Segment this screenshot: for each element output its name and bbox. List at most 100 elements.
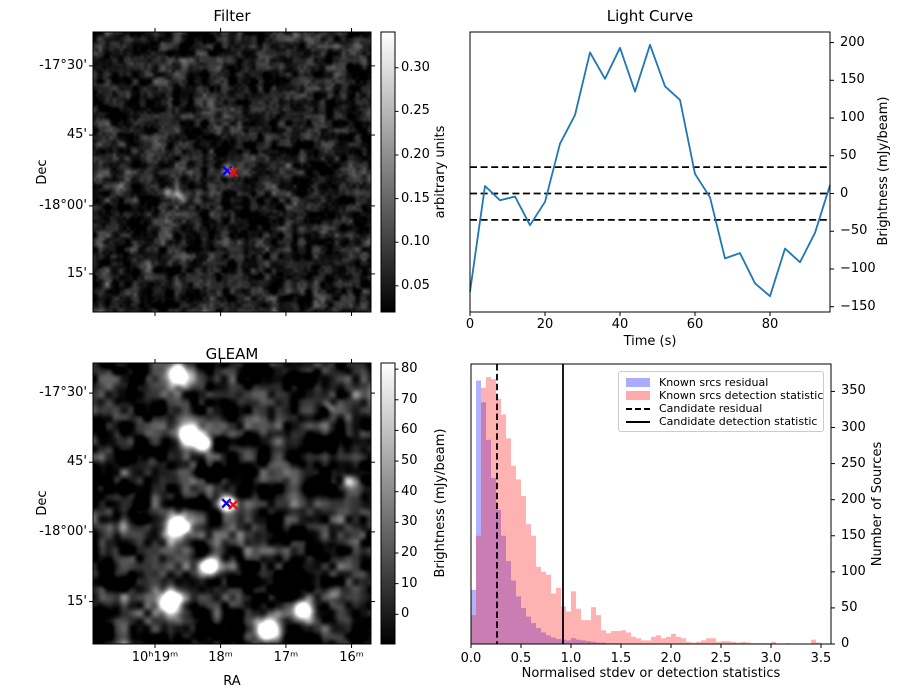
hist-series-0 bbox=[471, 380, 621, 644]
hist-bar bbox=[511, 580, 516, 644]
colorbar-tick-label: 0.05 bbox=[401, 277, 430, 293]
hist-bar bbox=[526, 616, 531, 644]
hist-bar bbox=[701, 640, 706, 644]
hist-bar bbox=[471, 589, 476, 644]
ra-tick-label: 16ᵐ bbox=[339, 650, 364, 665]
colorbar-tick-label: 20 bbox=[401, 544, 418, 560]
legend-label: Known srcs residual bbox=[659, 376, 769, 389]
hist-bar bbox=[621, 630, 626, 644]
hist-bar bbox=[531, 623, 536, 644]
hist-bar bbox=[696, 641, 701, 644]
legend-entry-candidate-residual: Candidate residual bbox=[626, 402, 816, 415]
hist-bar bbox=[596, 615, 601, 644]
hist-bar bbox=[481, 402, 486, 644]
dec-tick-label: 15' bbox=[66, 593, 87, 609]
hist-bar bbox=[581, 620, 586, 644]
hist-bar bbox=[601, 630, 606, 644]
hist-bar bbox=[586, 641, 591, 644]
colorbar-tick-label: 0.25 bbox=[401, 103, 430, 119]
legend-label: Candidate detection statistic bbox=[659, 415, 818, 428]
hist-y-tick-label: 250 bbox=[841, 455, 866, 471]
gleam-title: GLEAM bbox=[205, 345, 259, 363]
hist-bar bbox=[716, 641, 721, 644]
hist-bar bbox=[596, 642, 601, 644]
hist-bar bbox=[491, 478, 496, 644]
hist-bar bbox=[676, 636, 681, 644]
hist-x-tick-label: 2.0 bbox=[660, 651, 682, 666]
hist-bar bbox=[491, 379, 496, 644]
hist-bar bbox=[691, 642, 696, 644]
hist-bar bbox=[736, 642, 741, 644]
hist-bar bbox=[506, 438, 511, 644]
lc-y-tick-label: −150 bbox=[840, 298, 876, 314]
hist-y-tick-label: 300 bbox=[841, 419, 866, 435]
colorbar-tick-label: 50 bbox=[401, 453, 418, 469]
hist-bar bbox=[661, 638, 666, 644]
hist-bar bbox=[556, 638, 561, 644]
hist-bar bbox=[501, 414, 506, 644]
hist-bar bbox=[566, 640, 571, 644]
hist-bar bbox=[686, 641, 691, 644]
legend-entry-known-detection: Known srcs detection statistic bbox=[626, 389, 823, 402]
legend: Known srcs residual Known srcs detection… bbox=[618, 371, 824, 432]
hist-bar bbox=[706, 638, 711, 644]
hist-bar bbox=[636, 638, 641, 644]
hist-bar bbox=[671, 633, 676, 644]
hist-bar bbox=[471, 615, 476, 644]
hist-bar bbox=[536, 628, 541, 644]
light-curve-title: Light Curve bbox=[606, 7, 694, 25]
hist-bar bbox=[711, 638, 716, 644]
hist-bar bbox=[576, 639, 581, 644]
hist-bar bbox=[556, 587, 561, 644]
lc-x-tick-label: 80 bbox=[761, 317, 779, 332]
hist-y-tick-label: 50 bbox=[841, 599, 858, 615]
colorbar-tick-label: 80 bbox=[401, 361, 418, 377]
hist-bar bbox=[526, 524, 531, 644]
hist-bar bbox=[516, 479, 521, 644]
colorbar-tick-label: 30 bbox=[401, 514, 418, 530]
hist-bar bbox=[521, 496, 526, 644]
legend-label: Candidate residual bbox=[659, 402, 763, 415]
dec-tick-label: -17°30' bbox=[39, 57, 87, 73]
hist-bar bbox=[486, 439, 491, 644]
hist-bar bbox=[476, 535, 481, 644]
legend-dashed-line-sample bbox=[626, 407, 650, 410]
hist-x-tick-label: 3.0 bbox=[760, 651, 782, 666]
red-x-marker bbox=[228, 499, 239, 510]
legend-swatch-blue bbox=[626, 378, 650, 387]
filter-colorbar bbox=[381, 32, 395, 312]
dec-tick-label: -17°30' bbox=[39, 385, 87, 401]
legend-swatch-pink bbox=[626, 391, 650, 400]
colorbar-tick-label: 0.30 bbox=[401, 59, 430, 75]
hist-bar bbox=[741, 641, 746, 644]
lc-x-tick-label: 60 bbox=[686, 317, 704, 332]
hist-bar bbox=[571, 638, 576, 644]
hist-bar bbox=[496, 398, 501, 644]
axes-spine bbox=[469, 31, 831, 313]
hist-bar bbox=[726, 641, 731, 644]
hist-bar bbox=[496, 509, 501, 644]
hist-bar bbox=[591, 641, 596, 644]
lc-y-tick-label: 0 bbox=[840, 185, 849, 201]
histogram-xlabel: Normalised stdev or detection statistics bbox=[521, 666, 781, 681]
lc-x-tick-label: 40 bbox=[611, 317, 629, 332]
hist-bar bbox=[606, 633, 611, 644]
hist-bar bbox=[616, 631, 621, 644]
hist-x-tick-label: 1.0 bbox=[560, 651, 582, 666]
light-curve-xlabel: Time (s) bbox=[623, 334, 677, 349]
hist-bar bbox=[541, 632, 546, 644]
axes-spine bbox=[380, 362, 396, 645]
colorbar-tick-label: 10 bbox=[401, 575, 418, 591]
colorbar-tick-label: 40 bbox=[401, 483, 418, 499]
colorbar-tick-label: 0.20 bbox=[401, 146, 430, 162]
lc-y-tick-label: −100 bbox=[840, 260, 876, 276]
hist-bar bbox=[746, 642, 751, 644]
filter-title: Filter bbox=[213, 7, 251, 25]
hist-bar bbox=[586, 620, 591, 644]
hist-bar bbox=[576, 608, 581, 644]
hist-bar bbox=[731, 641, 736, 644]
ra-tick-label: 10ʰ19ᵐ bbox=[131, 650, 179, 665]
hist-bar bbox=[541, 571, 546, 644]
axes-spine bbox=[92, 362, 372, 645]
